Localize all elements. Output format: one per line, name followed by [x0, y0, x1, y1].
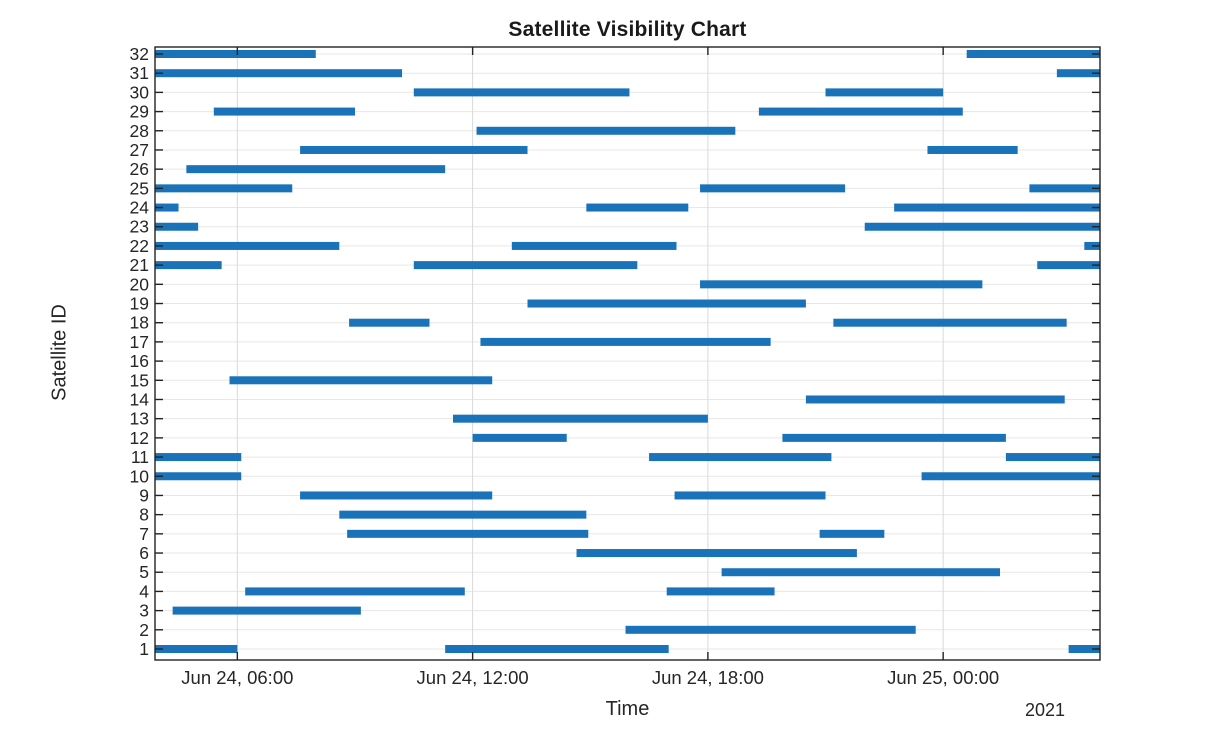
y-tick-label: 9: [139, 485, 149, 505]
visibility-bar: [155, 241, 340, 250]
visibility-bar: [155, 203, 179, 212]
y-tick-label: 31: [130, 63, 149, 83]
visibility-bar: [155, 645, 238, 653]
visibility-bar: [576, 549, 857, 558]
visibility-bar: [213, 107, 355, 116]
y-tick-label: 7: [139, 524, 149, 544]
y-tick-label: 27: [130, 140, 149, 160]
x-axis-title: Time: [605, 698, 650, 720]
visibility-bar: [476, 126, 736, 135]
visibility-bar: [1056, 69, 1100, 78]
visibility-bar: [586, 203, 689, 212]
visibility-bar: [155, 69, 403, 78]
axes-box: [154, 46, 1101, 661]
visibility-bar: [155, 472, 242, 481]
x-tick-label: Jun 25, 00:00: [887, 667, 999, 688]
visibility-bar: [921, 472, 1100, 481]
visibility-bar: [155, 184, 293, 193]
y-tick-label: 32: [130, 44, 149, 64]
y-tick-label: 2: [139, 620, 149, 640]
visibility-bar: [825, 88, 944, 97]
visibility-bar: [155, 453, 242, 462]
y-tick-label: 1: [139, 639, 149, 659]
visibility-bar: [413, 88, 630, 97]
visibility-bar: [480, 337, 771, 346]
visibility-bar: [833, 318, 1067, 327]
visibility-bar: [927, 145, 1018, 154]
y-tick-label: 11: [131, 447, 149, 467]
y-tick-label: 13: [130, 409, 149, 429]
visibility-bar: [413, 261, 638, 270]
visibility-bar: [1029, 184, 1100, 193]
visibility-bar: [155, 222, 199, 231]
y-tick-label: 28: [130, 121, 149, 141]
y-tick-label: 23: [130, 217, 149, 237]
visibility-bar: [186, 165, 446, 174]
visibility-bar: [966, 50, 1100, 58]
visibility-bar: [172, 606, 361, 615]
visibility-bar: [758, 107, 963, 116]
visibility-bar: [472, 433, 567, 442]
y-tick-label: 10: [130, 466, 150, 486]
visibility-bar: [1037, 261, 1100, 270]
visibility-bar: [864, 222, 1100, 231]
y-tick-label: 8: [139, 505, 149, 525]
y-tick-label: 18: [130, 313, 149, 333]
visibility-bar: [349, 318, 430, 327]
visibility-bar: [700, 184, 846, 193]
visibility-bar: [674, 491, 826, 500]
visibility-bar: [300, 491, 493, 500]
visibility-bar: [511, 241, 677, 250]
visibility-bar: [819, 529, 885, 538]
visibility-bar: [805, 395, 1065, 404]
y-tick-label: 3: [139, 601, 149, 621]
x-tick-label: Jun 24, 18:00: [652, 667, 764, 688]
visibility-bar: [453, 414, 708, 423]
y-tick-label: 16: [130, 351, 149, 371]
y-tick-label: 30: [130, 82, 150, 102]
y-tick-label: 14: [130, 389, 150, 409]
visibility-bar: [229, 376, 493, 385]
y-tick-label: 15: [130, 370, 149, 390]
y-tick-label: 25: [130, 178, 149, 198]
visibility-bar: [1068, 645, 1100, 653]
x-tick-label: Jun 24, 06:00: [181, 667, 293, 688]
y-tick-label: 5: [139, 562, 149, 582]
visibility-bar: [894, 203, 1100, 212]
visibility-bar: [347, 529, 589, 538]
y-tick-label: 12: [130, 428, 149, 448]
visibility-bar: [700, 280, 983, 289]
y-tick-label: 24: [130, 198, 150, 218]
chart-title: Satellite Visibility Chart: [508, 18, 747, 41]
y-tick-label: 21: [130, 255, 149, 275]
visibility-bar: [649, 453, 832, 462]
visibility-bar: [155, 261, 222, 270]
visibility-bar: [339, 510, 587, 519]
y-tick-label: 20: [130, 274, 150, 294]
visibility-bar: [782, 433, 1006, 442]
y-tick-label: 26: [130, 159, 149, 179]
visibility-bar: [245, 587, 465, 596]
visibility-bar: [527, 299, 806, 308]
x-axis-year-label: 2021: [1024, 700, 1065, 720]
y-tick-label: 19: [130, 294, 149, 314]
y-tick-label: 17: [130, 332, 149, 352]
y-tick-label: 29: [130, 102, 149, 122]
visibility-bar: [666, 587, 775, 596]
visibility-bar: [300, 145, 528, 154]
visibility-bar: [155, 50, 316, 58]
x-tick-label: Jun 24, 12:00: [417, 667, 529, 688]
y-tick-label: 6: [139, 543, 149, 563]
visibility-bar: [1005, 453, 1100, 462]
visibility-bar: [445, 645, 669, 653]
y-tick-label: 22: [130, 236, 149, 256]
y-tick-label: 4: [139, 581, 149, 601]
visibility-bar: [625, 625, 916, 634]
visibility-bar: [721, 568, 1001, 577]
